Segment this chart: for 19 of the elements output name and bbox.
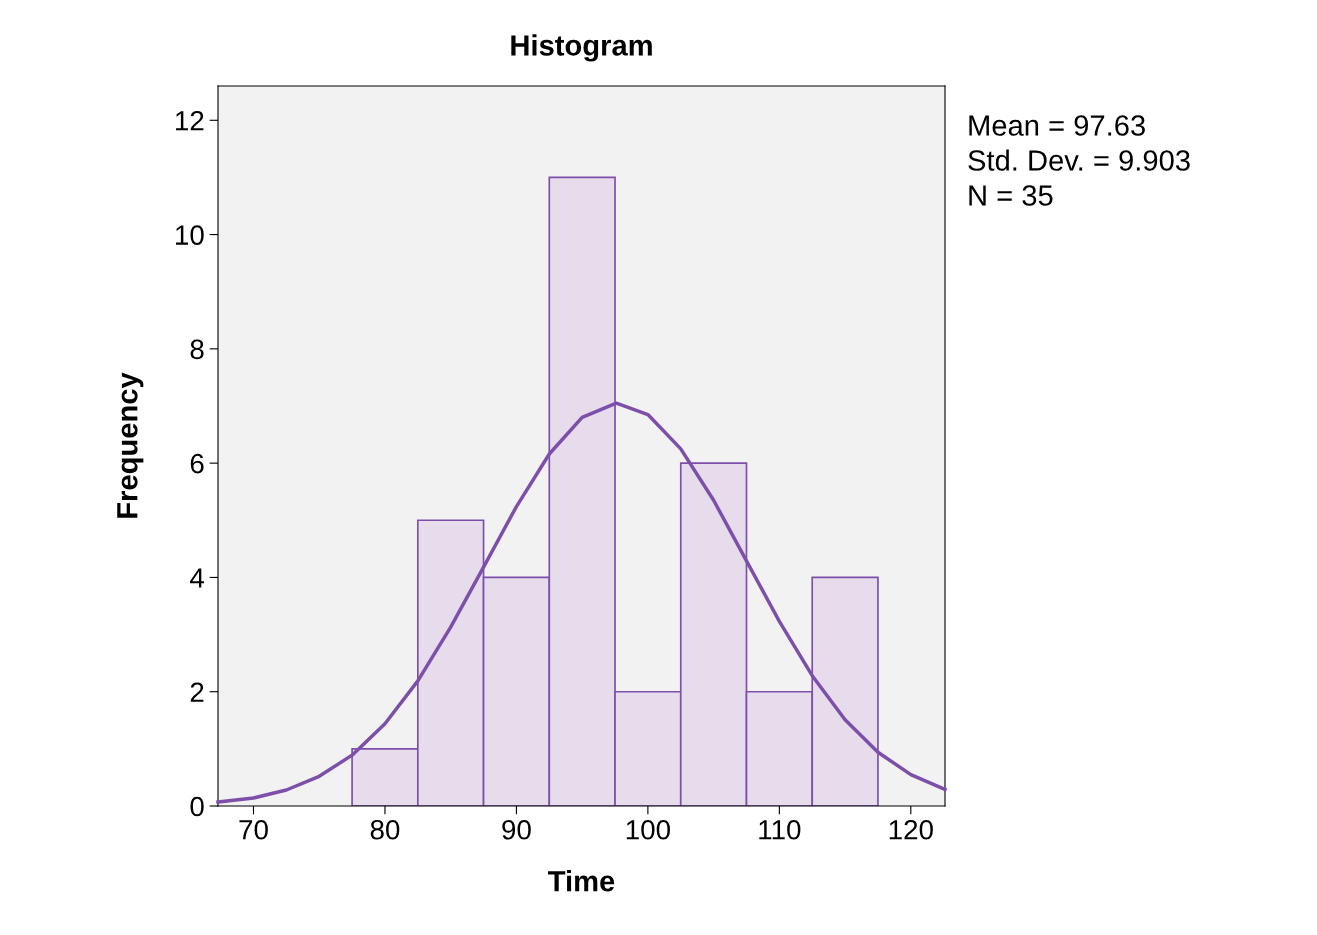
y-tick-label: 4: [190, 568, 204, 588]
x-tick-label: 120: [889, 819, 933, 840]
y-tick-label: 2: [190, 682, 204, 702]
y-tick-label: 10: [176, 225, 204, 245]
x-tick-label: 80: [370, 819, 400, 840]
x-tick-label: 110: [759, 819, 801, 840]
text: Mean = 97.63: [969, 115, 1145, 136]
y-tick-label: 0: [190, 796, 204, 817]
chart-title: Histogram: [511, 34, 652, 62]
y-tick-label: 8: [190, 339, 204, 360]
x-tick-label: 100: [626, 819, 670, 840]
text: Std. Dev. = 9.903: [968, 149, 1190, 171]
x-tick-label: 90: [502, 819, 531, 840]
x-tick-label: 70: [239, 819, 268, 840]
x-axis-title: Time: [548, 870, 615, 892]
text: N = 35: [969, 185, 1053, 206]
y-tick-label: 12: [176, 110, 204, 131]
y-axis-title: Frequency: [117, 372, 144, 518]
y-tick-label: 6: [190, 453, 204, 474]
